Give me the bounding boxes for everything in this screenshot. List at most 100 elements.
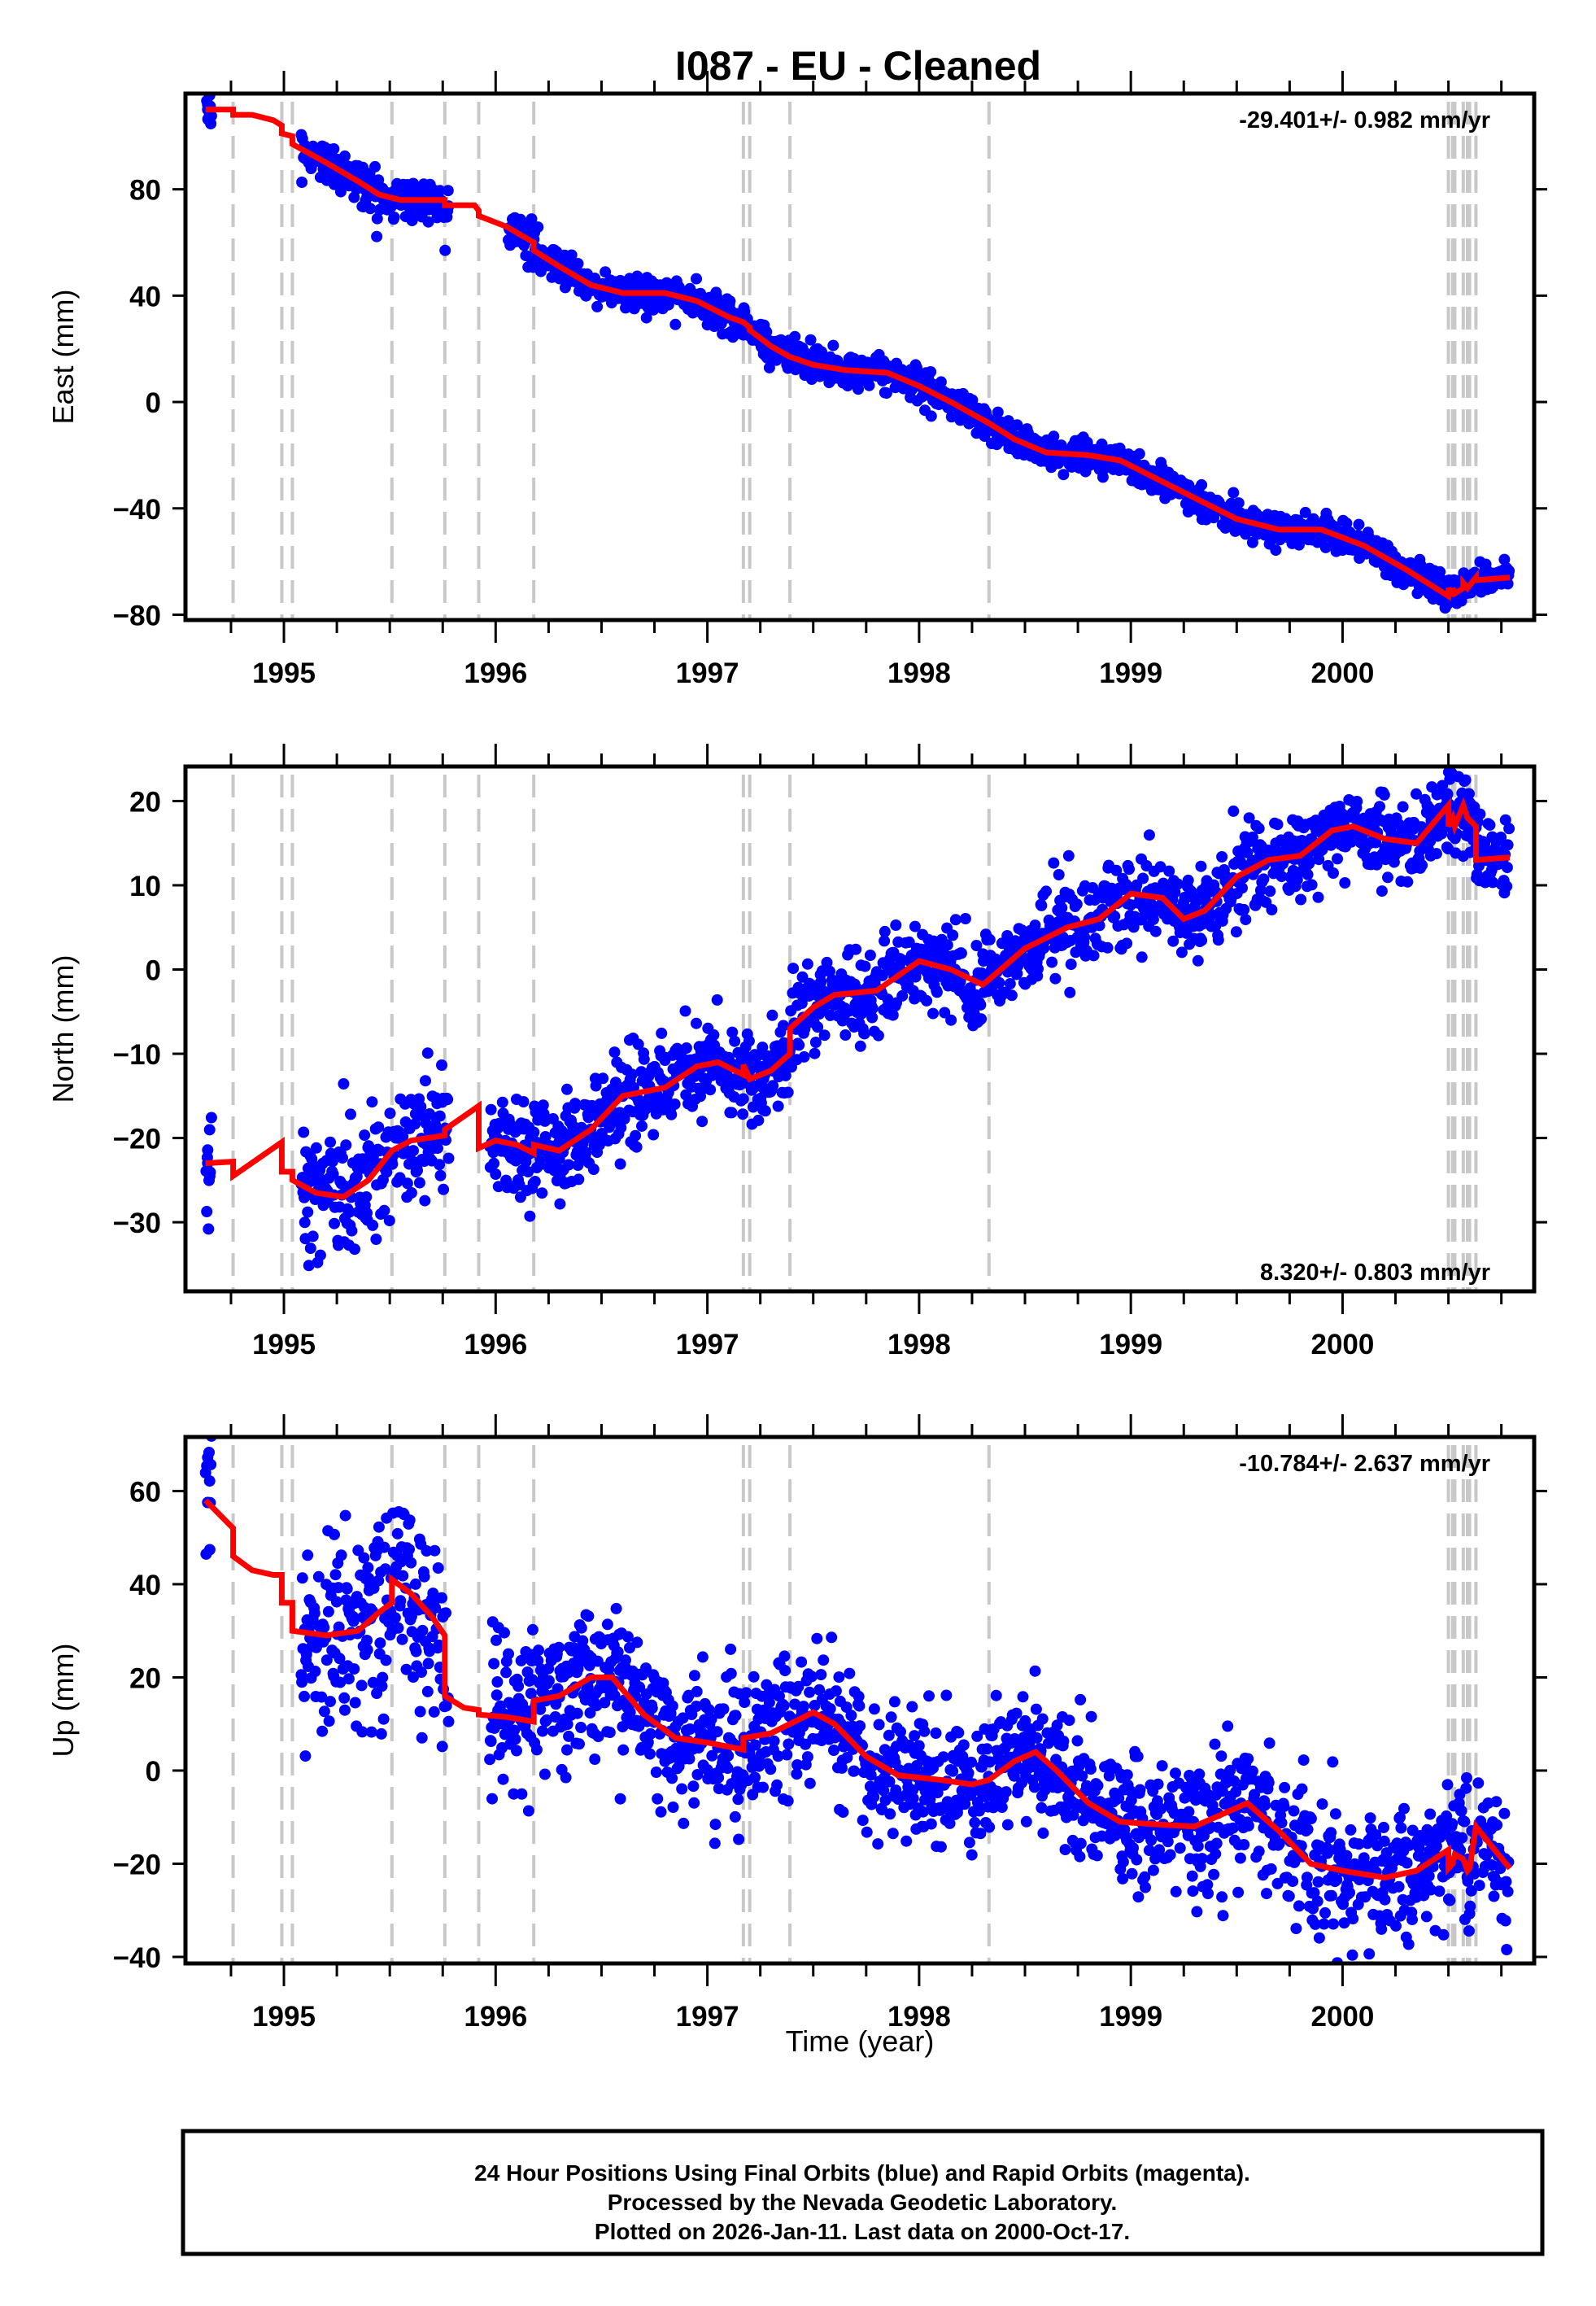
data-point	[389, 1612, 401, 1624]
data-point	[563, 1159, 575, 1171]
data-point	[304, 1243, 316, 1255]
data-point	[691, 273, 702, 285]
data-point	[428, 1705, 440, 1718]
data-point	[667, 1802, 679, 1813]
y-tick-label: −20	[113, 1124, 161, 1155]
data-point	[597, 1072, 609, 1085]
data-point	[878, 1784, 890, 1797]
data-point	[691, 1685, 703, 1697]
data-point	[669, 1098, 681, 1110]
data-point	[299, 1750, 312, 1762]
data-point	[1079, 931, 1091, 943]
data-point	[857, 1815, 869, 1827]
data-point	[739, 1697, 751, 1709]
data-point	[517, 1096, 530, 1107]
data-point	[412, 1164, 423, 1177]
data-point	[913, 1740, 925, 1752]
data-point	[587, 1164, 600, 1175]
data-point	[688, 1797, 700, 1809]
data-point	[909, 920, 921, 932]
data-point	[491, 1676, 504, 1688]
data-point	[725, 1643, 737, 1655]
data-point	[796, 998, 808, 1009]
data-point	[1132, 1891, 1145, 1903]
data-point	[1077, 1815, 1089, 1827]
data-point	[918, 1725, 931, 1737]
data-point	[561, 1083, 573, 1095]
data-point	[1137, 872, 1149, 884]
data-point	[1484, 819, 1496, 831]
data-point	[763, 361, 775, 373]
data-point	[1430, 848, 1442, 860]
data-point	[767, 1080, 779, 1092]
data-point	[630, 1141, 643, 1153]
data-point	[703, 1704, 715, 1716]
data-point	[203, 1170, 216, 1182]
data-point	[443, 1152, 455, 1164]
data-point	[1163, 865, 1175, 877]
data-point	[921, 994, 933, 1007]
data-point	[1228, 487, 1240, 499]
data-point	[1216, 851, 1228, 863]
data-point	[652, 1793, 664, 1805]
data-point	[601, 1618, 613, 1631]
data-point	[903, 936, 915, 948]
data-point	[308, 1607, 321, 1619]
data-point	[768, 1735, 780, 1747]
data-point	[565, 249, 578, 261]
data-point	[927, 1007, 939, 1020]
data-point	[840, 1701, 853, 1714]
data-point	[711, 994, 723, 1006]
data-point	[589, 1754, 601, 1765]
data-point	[492, 1181, 504, 1193]
data-point	[757, 1781, 769, 1793]
data-point	[957, 1750, 969, 1762]
data-point	[366, 1096, 378, 1108]
data-point	[415, 1101, 427, 1113]
data-point	[691, 1701, 702, 1712]
data-point	[408, 1671, 419, 1684]
data-point	[500, 1666, 512, 1679]
data-point	[584, 1707, 596, 1719]
data-point	[1110, 864, 1123, 876]
data-point	[337, 1152, 348, 1164]
data-point	[626, 1068, 638, 1081]
data-point	[644, 1748, 656, 1760]
data-point	[310, 1142, 322, 1154]
data-point	[1000, 1786, 1012, 1798]
data-point	[858, 1028, 870, 1040]
data-point	[906, 1701, 918, 1713]
data-point	[392, 1622, 404, 1634]
data-point	[809, 1047, 821, 1059]
data-point	[395, 1595, 407, 1607]
data-point	[1498, 553, 1511, 566]
y-tick-label: −80	[113, 600, 161, 631]
data-point	[202, 1405, 213, 1417]
data-point	[1501, 880, 1513, 893]
data-point	[1125, 1785, 1137, 1797]
data-point	[1029, 919, 1041, 932]
data-point	[338, 1078, 350, 1090]
y-axis-label: North (mm)	[46, 955, 80, 1103]
data-point	[765, 1763, 777, 1775]
data-point	[963, 1837, 975, 1849]
data-point	[955, 947, 967, 959]
data-point	[888, 1696, 900, 1708]
data-point	[391, 1527, 403, 1540]
data-point	[1328, 867, 1339, 879]
data-point	[879, 935, 891, 947]
data-point	[618, 1113, 630, 1125]
data-point	[631, 1636, 643, 1649]
data-point	[1195, 860, 1207, 872]
data-point	[528, 1126, 540, 1138]
data-point	[516, 1788, 528, 1800]
data-point	[885, 1711, 897, 1723]
data-point	[971, 1730, 983, 1742]
data-point	[691, 1017, 702, 1029]
data-point	[646, 1702, 658, 1714]
data-point	[853, 383, 864, 395]
data-point	[1230, 926, 1242, 938]
data-point	[688, 1670, 700, 1682]
data-point	[1501, 862, 1513, 874]
